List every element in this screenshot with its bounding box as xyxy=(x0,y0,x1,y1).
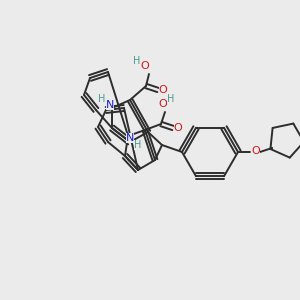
Text: O: O xyxy=(141,61,149,71)
Text: H: H xyxy=(133,56,141,66)
Text: N: N xyxy=(106,100,114,110)
Text: O: O xyxy=(252,146,260,156)
Text: O: O xyxy=(159,85,167,95)
Text: H: H xyxy=(134,140,142,150)
Text: H: H xyxy=(167,94,175,104)
Text: N: N xyxy=(126,133,134,143)
Text: H: H xyxy=(98,94,106,104)
Text: O: O xyxy=(174,123,182,133)
Text: O: O xyxy=(159,99,167,109)
